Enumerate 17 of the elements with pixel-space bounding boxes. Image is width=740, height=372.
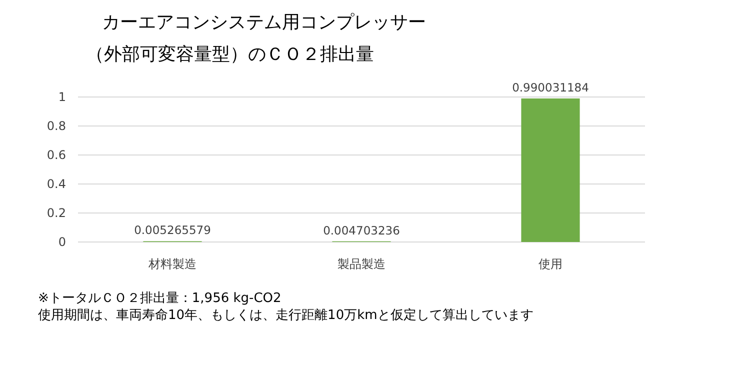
y-tick-label: 1 [58,90,66,104]
y-tick-label: 0 [58,235,66,249]
bar [521,98,580,242]
text: 使用期間は、車両寿命10年、もしくは、走行距離10万kmと仮定して算出しています [38,308,534,323]
chart-subtitle: （外部可変容量型）のＣＯ２排出量 [86,44,374,65]
data-label: 0.005265579 [134,223,211,238]
x-tick-label: 材料製造 [148,257,196,271]
y-tick-label: 0.2 [46,206,66,220]
x-tick-label: 製品製造 [338,257,386,271]
y-tick-label: 0.4 [46,177,66,191]
text: ※トータルＣＯ２排出量：1,956 kg-CO2 [38,291,282,306]
y-tick-label: 0.6 [46,148,66,162]
chart-title: カーエアコンシステム用コンプレッサー [102,12,426,33]
data-label: 0.004703236 [323,223,400,238]
y-tick-label: 0.8 [46,119,66,133]
data-label: 0.990031184 [512,80,589,94]
x-tick-label: 使用 [538,257,562,271]
